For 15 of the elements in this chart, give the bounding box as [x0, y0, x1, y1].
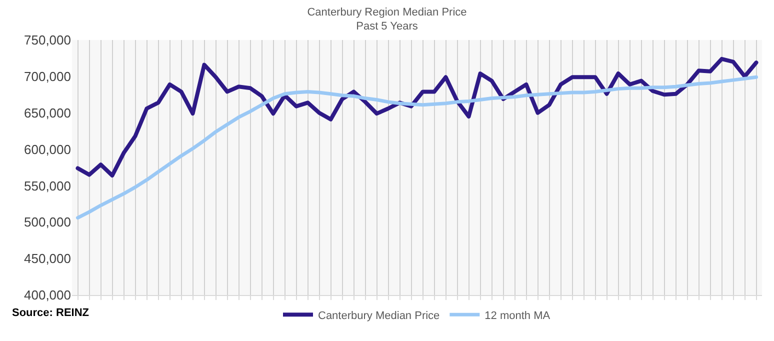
chart-subtitle: Past 5 Years [356, 20, 418, 33]
source-note: Source: REINZ [12, 307, 90, 319]
chart-title: Canterbury Region Median Price [307, 6, 467, 18]
y-tick-label: 500,000 [24, 214, 71, 230]
line-series [76, 56, 758, 178]
y-tick-label: 600,000 [24, 142, 71, 157]
legend-label: Canterbury Median Price [318, 310, 440, 322]
y-tick-label: 750,000 [24, 32, 71, 48]
y-tick-label: 450,000 [24, 251, 71, 266]
y-tick-label: 400,000 [24, 288, 71, 303]
legend-label: 12 month MA [484, 310, 551, 322]
y-tick-label: 650,000 [24, 105, 71, 120]
y-tick-label: 550,000 [24, 178, 71, 194]
line-series [76, 75, 758, 220]
y-tick-label: 700,000 [24, 68, 71, 84]
